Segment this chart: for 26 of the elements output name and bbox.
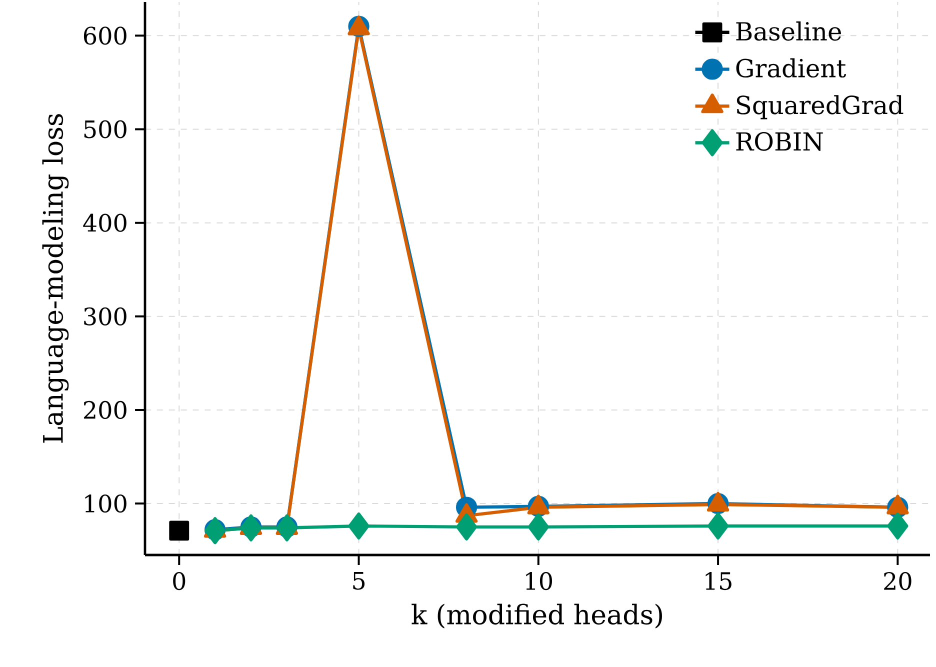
- x-tick-label: 0: [173, 572, 186, 590]
- point: [887, 512, 908, 540]
- point: [169, 520, 190, 541]
- legend-label: Gradient: [736, 58, 846, 78]
- y-tick-label: 500: [84, 120, 126, 138]
- x-tick-label: 15: [706, 572, 732, 590]
- x-tick-label: 20: [884, 572, 912, 590]
- x-tick-label: 5: [353, 572, 365, 590]
- y-axis-title: Language-modeling loss: [42, 114, 69, 443]
- y-tick-label: 200: [84, 400, 126, 420]
- x-axis-title: k (modified heads): [412, 604, 662, 628]
- point: [348, 512, 370, 540]
- point: [456, 513, 478, 540]
- legend-label: Baseline: [736, 21, 842, 41]
- point: [240, 514, 262, 542]
- y-tick-label: 100: [85, 494, 126, 513]
- point: [528, 513, 549, 540]
- legend-label: ROBIN: [736, 132, 823, 151]
- legend-label: SquaredGrad: [736, 95, 904, 120]
- y-tick-label: 400: [83, 214, 126, 232]
- point: [276, 514, 298, 542]
- point: [707, 512, 729, 540]
- point: [204, 517, 226, 544]
- y-tick-label: 300: [84, 307, 126, 326]
- y-tick-label: 600: [84, 26, 126, 45]
- x-tick-label: 10: [526, 572, 552, 590]
